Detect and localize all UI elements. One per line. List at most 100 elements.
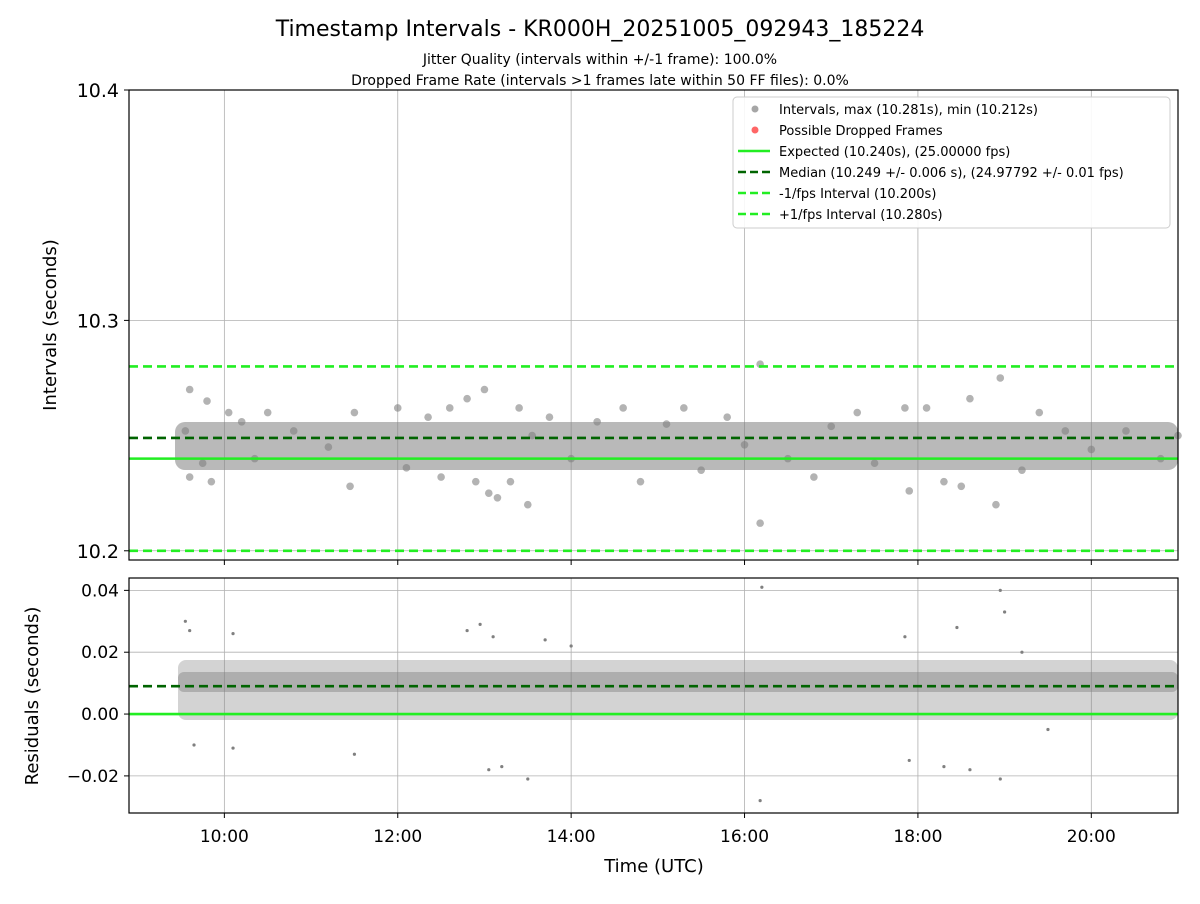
interval-point [619, 404, 627, 412]
top-y-axis-label: Intervals (seconds) [40, 239, 61, 411]
top-panel: 10.2 10.3 10.4 Intervals (seconds) Interva… [40, 80, 1182, 565]
residual-point [903, 635, 907, 639]
interval-point [207, 477, 216, 486]
interval-point [756, 519, 764, 527]
top-reference-lines [129, 365, 1178, 553]
interval-point [203, 397, 211, 405]
interval-point [181, 427, 190, 435]
interval-point [957, 482, 966, 491]
x-tick-label: 18:00 [893, 827, 942, 847]
residual-point [500, 765, 504, 769]
interval-point [528, 431, 536, 440]
interval-point [263, 408, 272, 417]
interval-point [723, 413, 731, 421]
bottom-scatter-layer [178, 660, 1178, 720]
top-x-ticks [223, 560, 1092, 565]
interval-point [484, 489, 493, 497]
interval-point [289, 427, 298, 435]
interval-point [237, 417, 246, 426]
legend-label-plus-fps: +1/fps Interval (10.280s) [779, 208, 943, 223]
residual-point [352, 752, 357, 756]
residual-point [526, 777, 530, 781]
interval-point [523, 500, 532, 509]
residual-point [465, 628, 469, 633]
legend-box [732, 96, 1171, 229]
chart-subtitle-dropped: Dropped Frame Rate (intervals >1 frames … [351, 73, 849, 89]
interval-point [1018, 466, 1026, 474]
interval-point [966, 394, 974, 403]
interval-point [198, 459, 207, 468]
residual-point [907, 758, 911, 763]
bottom-reference-lines [129, 684, 1178, 716]
interval-point [437, 473, 445, 481]
legend-label-expected: Expected (10.240s), (25.00000 fps) [779, 145, 1010, 160]
interval-point [853, 408, 862, 417]
residual-point [760, 585, 764, 589]
interval-point [940, 477, 948, 486]
legend: Intervals, max (10.281s), min (10.212s) … [732, 96, 1171, 229]
x-tick-label: 16:00 [720, 827, 769, 847]
interval-point [870, 459, 879, 468]
bottom-axes-frame [128, 577, 1179, 814]
residual-point [231, 632, 235, 636]
interval-point [506, 477, 515, 486]
interval-point [493, 493, 502, 502]
interval-point [827, 422, 836, 431]
x-tick-label: 10:00 [200, 827, 249, 847]
top-axes-frame [128, 89, 1179, 561]
x-tick-label: 14:00 [547, 827, 596, 847]
interval-point [324, 443, 333, 451]
interval-point [445, 404, 454, 412]
top-y-tick-label: 10.3 [77, 310, 119, 332]
residual-point [955, 625, 959, 630]
legend-label-dropped-frames: Possible Dropped Frames [779, 124, 943, 139]
residual-point [478, 622, 482, 626]
interval-point [480, 385, 489, 394]
x-tick-label: 12:00 [373, 827, 422, 847]
interval-point [185, 385, 194, 394]
residual-point [1046, 727, 1050, 732]
interval-point [922, 404, 931, 412]
interval-point [393, 404, 402, 412]
legend-marker-dropped-frames [751, 126, 759, 134]
interval-point [471, 477, 480, 486]
top-points [181, 360, 1182, 527]
residual-dense-band [178, 672, 1178, 692]
interval-point [636, 477, 645, 486]
interval-point [662, 420, 671, 428]
residual-point [188, 628, 192, 633]
top-y-tick-label: 10.2 [77, 541, 119, 563]
residual-point [569, 644, 573, 648]
interval-point [593, 417, 601, 426]
residual-point [968, 768, 972, 772]
x-axis-label: Time (UTC) [603, 856, 704, 877]
bottom-y-tick-label: −0.02 [67, 767, 119, 787]
legend-label-minus-fps: -1/fps Interval (10.200s) [779, 187, 936, 202]
interval-point [346, 482, 354, 491]
bottom-y-tick-label: 0.04 [81, 581, 119, 601]
legend-label-median: Median (10.249 +/- 0.006 s), (24.97792 +… [779, 166, 1124, 181]
bottom-panel: −0.02 0.00 0.02 0.04 10:00 12:00 14:00 16:00 18… [22, 577, 1179, 877]
top-y-tick-label: 10.4 [77, 80, 119, 102]
residual-point-cloud [178, 660, 1178, 720]
interval-point [992, 500, 1000, 509]
bottom-y-tick-label: 0.00 [81, 705, 119, 725]
interval-point [463, 394, 471, 403]
residual-point [942, 765, 946, 769]
x-tick-label: 20:00 [1067, 827, 1116, 847]
interval-point [545, 413, 554, 421]
bottom-y-tick-label: 0.02 [81, 643, 119, 663]
bottom-points [183, 585, 1050, 803]
chart-subtitle-jitter: Jitter Quality (intervals within +/-1 fr… [422, 52, 777, 68]
interval-point [350, 408, 359, 417]
chart-title: Timestamp Intervals - KR000H_20251005_09… [275, 17, 925, 42]
interval-point [697, 466, 705, 474]
interval-point [1035, 408, 1044, 417]
interval-point [424, 413, 432, 421]
legend-label-intervals: Intervals, max (10.281s), min (10.212s) [779, 103, 1038, 118]
bottom-y-ticks: −0.02 0.00 0.02 0.04 [67, 581, 129, 787]
interval-point [996, 374, 1005, 382]
interval-point [185, 473, 194, 481]
interval-point [515, 404, 523, 412]
